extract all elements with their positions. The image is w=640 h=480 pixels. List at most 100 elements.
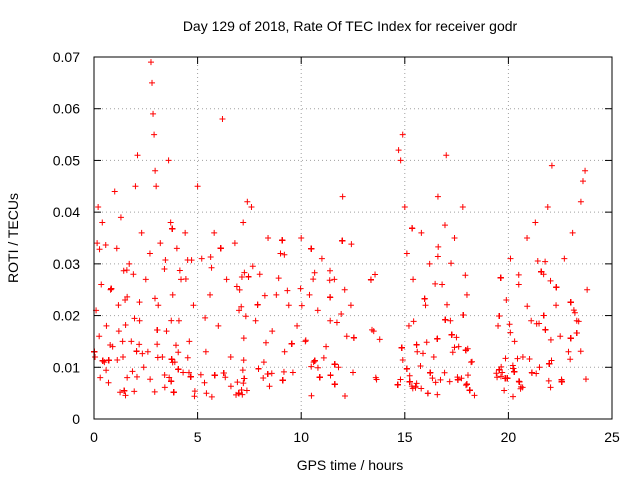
y-axis-label: ROTI / TECUs: [5, 193, 21, 283]
data-point: [462, 272, 469, 279]
data-point: [496, 312, 503, 319]
data-point: [101, 359, 108, 366]
data-point: [159, 353, 166, 360]
data-point: [534, 258, 541, 265]
data-point: [96, 333, 103, 340]
data-point: [417, 362, 424, 369]
data-point: [168, 317, 175, 324]
data-point: [569, 229, 576, 236]
data-point: [185, 369, 192, 376]
data-point: [441, 369, 448, 376]
data-point: [432, 280, 439, 287]
data-point: [245, 273, 252, 280]
data-point: [105, 379, 112, 386]
data-point: [289, 369, 296, 376]
data-point: [350, 334, 357, 341]
data-point: [161, 384, 168, 391]
data-point: [425, 390, 432, 397]
data-point: [240, 380, 247, 387]
data-point: [128, 338, 135, 345]
data-point: [184, 354, 191, 361]
data-point: [567, 299, 574, 306]
data-point: [96, 246, 103, 253]
data-point: [526, 356, 533, 363]
data-point: [536, 364, 543, 371]
data-point: [327, 317, 334, 324]
data-point: [320, 354, 327, 361]
data-point: [496, 366, 503, 373]
x-axis-label: GPS time / hours: [297, 457, 404, 473]
data-point: [190, 302, 197, 309]
data-point: [202, 348, 209, 355]
data-point: [397, 157, 404, 164]
data-point: [418, 229, 425, 236]
data-point: [240, 219, 247, 226]
data-point: [254, 301, 261, 308]
data-point: [298, 235, 305, 241]
data-point: [577, 198, 584, 205]
data-point: [279, 377, 286, 384]
data-point: [92, 353, 99, 360]
data-point: [323, 343, 330, 350]
data-point: [547, 336, 554, 343]
data-point: [147, 59, 154, 66]
data-point: [103, 322, 110, 329]
data-point: [515, 281, 522, 288]
data-point: [423, 339, 430, 346]
data-point: [163, 328, 170, 335]
data-point: [154, 354, 161, 361]
data-point: [331, 361, 338, 368]
data-point: [373, 376, 380, 383]
data-point: [252, 317, 259, 324]
data-point: [398, 344, 405, 351]
data-point: [516, 378, 523, 385]
data-point: [406, 378, 413, 385]
data-point: [341, 286, 348, 293]
data-point: [327, 267, 334, 274]
data-point: [107, 342, 114, 349]
data-point: [269, 328, 276, 335]
data-point: [126, 260, 133, 267]
data-point: [517, 385, 524, 392]
data-point: [131, 388, 138, 395]
data-point: [314, 307, 321, 314]
data-point: [266, 383, 273, 390]
data-point: [151, 295, 158, 302]
data-point: [514, 355, 521, 362]
data-point: [130, 271, 137, 278]
data-point: [464, 372, 471, 379]
data-point: [367, 276, 374, 283]
data-point: [288, 340, 295, 347]
data-point: [419, 350, 426, 357]
data-point: [122, 297, 129, 304]
data-point: [308, 245, 315, 252]
data-point: [167, 219, 174, 226]
data-point: [108, 285, 115, 292]
data-point: [409, 225, 416, 232]
data-point: [175, 366, 182, 373]
data-point: [499, 369, 506, 376]
data-point: [326, 277, 333, 284]
data-point: [211, 229, 218, 236]
data-point: [399, 131, 406, 138]
data-point: [548, 162, 555, 169]
data-point: [401, 203, 408, 210]
data-point: [166, 374, 173, 381]
y-tick-label: 0: [72, 411, 80, 427]
data-point: [97, 374, 104, 381]
data-point: [399, 356, 406, 363]
data-point: [122, 321, 129, 328]
data-point: [451, 344, 458, 351]
data-point: [413, 380, 420, 387]
data-point: [227, 383, 234, 390]
data-point: [429, 375, 436, 382]
data-point: [348, 241, 355, 248]
data-point: [144, 348, 151, 355]
data-point: [215, 322, 222, 329]
data-point: [501, 387, 508, 394]
data-point: [434, 253, 441, 260]
data-point: [466, 387, 473, 394]
x-tick-label: 25: [604, 429, 620, 445]
data-point: [538, 268, 545, 275]
